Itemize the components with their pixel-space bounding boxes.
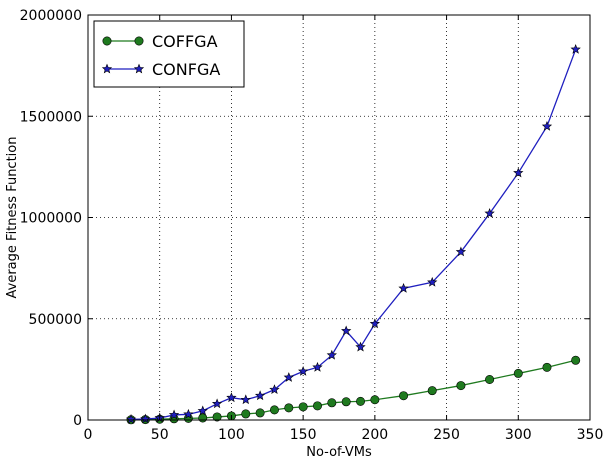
- x-axis-label: No-of-VMs: [306, 445, 372, 460]
- data-point-confga: [297, 365, 309, 376]
- data-point-confga: [513, 167, 524, 178]
- x-tick-label: 250: [433, 427, 460, 443]
- data-point-confga: [197, 405, 208, 416]
- data-point-coffga: [298, 402, 308, 412]
- series-line-coffga: [131, 359, 576, 421]
- data-point-coffga: [312, 401, 322, 411]
- x-tick-label: 100: [218, 427, 245, 443]
- x-tick-label: 150: [290, 427, 317, 443]
- data-point-coffga: [241, 409, 251, 419]
- data-point-confga: [183, 408, 194, 419]
- legend-item-coffga: COFFGA: [102, 32, 218, 51]
- y-tick-label: 1500000: [20, 109, 82, 125]
- legend-box: [93, 20, 245, 88]
- data-point-confga: [168, 409, 180, 420]
- legend-label-coffga: COFFGA: [152, 32, 218, 51]
- data-point-confga: [484, 208, 495, 218]
- y-tick-label: 500000: [29, 312, 82, 328]
- y-tick-label: 1000000: [20, 211, 82, 227]
- data-point-confga: [570, 44, 581, 54]
- legend-label-confga: CONFGA: [152, 60, 220, 79]
- data-point-confga: [125, 413, 137, 424]
- data-point-coffga: [356, 396, 366, 406]
- data-point-coffga: [456, 381, 466, 391]
- legend-marker-confga: [101, 63, 113, 74]
- y-axis-label: Average Fitness Function: [5, 137, 20, 299]
- series-confga: [125, 44, 581, 424]
- data-point-confga: [427, 276, 438, 287]
- data-point-coffga: [427, 386, 437, 396]
- data-point-confga: [312, 361, 323, 372]
- data-point-coffga: [513, 368, 523, 378]
- x-tick-label: 350: [577, 427, 604, 443]
- legend-marker-confga: [133, 63, 145, 74]
- data-point-confga: [269, 384, 280, 395]
- data-point-coffga: [542, 362, 552, 372]
- data-point-confga: [226, 392, 237, 403]
- legend-item-confga: CONFGA: [101, 60, 220, 79]
- x-tick-label: 0: [84, 427, 93, 443]
- data-point-confga: [283, 372, 294, 382]
- data-point-coffga: [341, 397, 351, 407]
- x-tick-label: 200: [361, 427, 388, 443]
- x-tick-label: 300: [505, 427, 532, 443]
- data-point-confga: [355, 341, 366, 352]
- data-point-coffga: [255, 408, 265, 418]
- data-point-confga: [369, 318, 381, 329]
- data-point-coffga: [269, 405, 279, 415]
- series-coffga: [126, 355, 581, 425]
- data-point-confga: [398, 282, 409, 293]
- axis-ticks: 0 50 100 150 200 250 300 350 0 500000 1000000 15000…: [20, 8, 604, 443]
- data-point-confga: [140, 413, 151, 424]
- data-point-coffga: [571, 355, 581, 365]
- x-tick-label: 50: [151, 427, 169, 443]
- data-point-confga: [211, 398, 223, 409]
- data-point-coffga: [370, 395, 380, 405]
- data-point-confga: [341, 325, 352, 336]
- data-point-coffga: [212, 412, 222, 422]
- data-point-confga: [455, 246, 467, 257]
- series-layer: [125, 44, 581, 425]
- data-point-confga: [541, 120, 553, 131]
- data-point-confga: [254, 390, 266, 401]
- data-point-confga: [240, 394, 251, 405]
- series-line-confga: [131, 49, 577, 421]
- data-point-coffga: [284, 403, 294, 413]
- legend-marker-coffga: [134, 36, 144, 46]
- legend-marker-coffga: [102, 36, 112, 46]
- data-point-coffga: [327, 398, 337, 408]
- y-tick-label: 0: [73, 413, 82, 429]
- legend: COFFGA CONFGA: [93, 20, 245, 88]
- data-point-coffga: [485, 374, 495, 384]
- data-point-coffga: [399, 391, 409, 401]
- data-point-confga: [326, 349, 337, 360]
- y-tick-label: 2000000: [20, 8, 82, 24]
